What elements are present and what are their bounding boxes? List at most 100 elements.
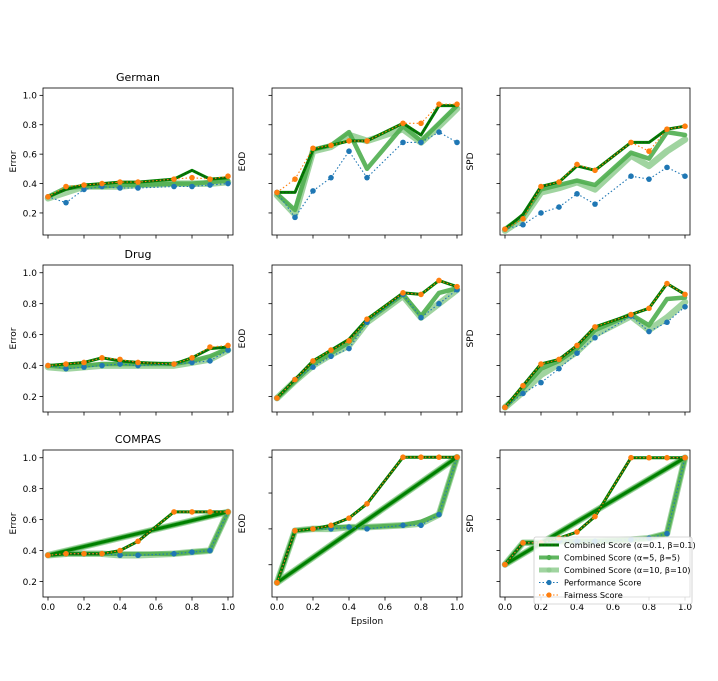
y-tick-label: 1.0 <box>23 269 38 279</box>
fairness-point <box>328 522 334 529</box>
performance-point <box>538 210 544 216</box>
performance-point <box>364 526 370 532</box>
fairness-point <box>538 361 544 367</box>
series-line-c3 <box>501 298 689 411</box>
performance-point <box>418 522 424 529</box>
fairness-point <box>436 277 442 284</box>
y-tick-label: 0.2 <box>23 578 37 588</box>
series-line-c2 <box>274 285 460 401</box>
fairness-point <box>556 179 562 185</box>
x-tick-label: 0.8 <box>642 603 657 613</box>
performance-point <box>646 176 652 182</box>
performance-point <box>63 199 69 206</box>
performance-point <box>556 365 562 372</box>
subplot-drug-spd: SPD <box>466 264 691 416</box>
x-tick-label: 0.0 <box>41 603 56 613</box>
performance-point <box>436 511 442 518</box>
fairness-point <box>63 550 69 557</box>
series-line-perf <box>47 183 229 204</box>
fairness-point <box>520 382 526 389</box>
performance-point <box>225 180 231 187</box>
fairness-point <box>346 515 352 521</box>
performance-point <box>436 300 442 307</box>
series-line-perf <box>276 131 458 219</box>
subplot-title: COMPAS <box>115 433 161 446</box>
fairness-point <box>81 182 87 188</box>
fairness-point <box>207 509 213 515</box>
performance-point <box>556 204 562 210</box>
performance-point <box>520 390 526 397</box>
fairness-point <box>117 179 123 185</box>
y-tick-label: 0.6 <box>23 516 38 526</box>
fairness-point <box>418 291 424 298</box>
x-tick-label: 0.6 <box>378 603 393 613</box>
fairness-point <box>189 174 195 181</box>
y-axis-label: EOD <box>238 152 248 172</box>
performance-point <box>117 361 123 367</box>
fairness-point <box>81 550 87 557</box>
series-line-fair <box>47 175 229 198</box>
fairness-point <box>682 123 688 130</box>
y-tick-label: 0.4 <box>23 180 38 190</box>
axes-frame <box>499 264 691 413</box>
fairness-point <box>117 547 123 554</box>
fairness-point <box>45 552 51 559</box>
fairness-point <box>310 526 316 532</box>
legend-marker-c2 <box>546 554 552 561</box>
fairness-point <box>292 376 298 383</box>
series-line-fair <box>276 279 458 399</box>
fairness-point <box>310 145 316 152</box>
x-tick-label: 1.0 <box>221 603 236 613</box>
fairness-point <box>592 167 598 174</box>
fairness-point <box>436 454 442 460</box>
fairness-point <box>81 359 87 366</box>
series-line-c2 <box>502 295 688 410</box>
fairness-point <box>225 509 231 515</box>
performance-point <box>135 185 141 191</box>
y-axis-label: Error <box>9 150 19 172</box>
performance-point <box>63 365 69 372</box>
performance-point <box>207 547 213 554</box>
performance-point <box>328 353 334 360</box>
fairness-point <box>646 305 652 312</box>
fairness-point <box>628 139 634 146</box>
fairness-point <box>592 324 598 330</box>
fairness-point <box>538 183 544 190</box>
fairness-point <box>274 579 280 586</box>
fairness-point <box>664 126 670 132</box>
fairness-point <box>117 356 123 363</box>
fairness-point <box>628 311 634 318</box>
fairness-point <box>310 358 316 364</box>
x-tick-label: 0.4 <box>570 603 585 613</box>
performance-point <box>189 359 195 366</box>
fairness-point <box>502 226 508 232</box>
series-line-fair <box>504 125 686 230</box>
series-dots-c1 <box>47 169 229 198</box>
performance-point <box>81 364 87 370</box>
x-tick-label: 0.0 <box>498 603 513 613</box>
fairness-point <box>400 454 406 460</box>
performance-point <box>400 139 406 146</box>
fairness-point <box>171 509 177 515</box>
performance-point <box>171 550 177 557</box>
fairness-point <box>274 189 280 196</box>
subplot-german-eod: EOD <box>238 87 463 239</box>
performance-point <box>664 164 670 171</box>
fairness-point <box>189 355 195 361</box>
performance-point <box>310 188 316 194</box>
performance-point <box>574 191 580 197</box>
fairness-point <box>45 193 51 200</box>
fairness-point <box>520 216 526 222</box>
fairness-point <box>556 356 562 363</box>
performance-point <box>346 148 352 155</box>
fairness-point <box>436 101 442 107</box>
fairness-point <box>292 527 298 534</box>
y-axis-label: SPD <box>466 329 476 347</box>
axes-frame <box>42 87 234 236</box>
fairness-point <box>225 342 231 349</box>
performance-point <box>310 364 316 370</box>
series-line-c1 <box>503 282 687 409</box>
fairness-point <box>418 454 424 460</box>
performance-point <box>682 173 688 179</box>
